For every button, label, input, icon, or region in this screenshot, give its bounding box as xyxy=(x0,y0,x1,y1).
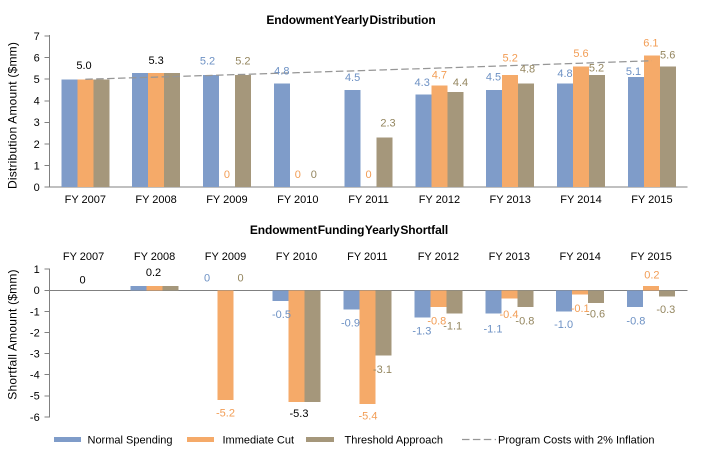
svg-text:5.6: 5.6 xyxy=(660,49,675,61)
svg-text:4.8: 4.8 xyxy=(274,66,289,78)
svg-text:1: 1 xyxy=(34,264,40,276)
svg-text:-4: -4 xyxy=(30,370,40,382)
svg-text:-0.5: -0.5 xyxy=(272,309,291,321)
svg-text:5.3: 5.3 xyxy=(148,55,163,67)
svg-text:2.3: 2.3 xyxy=(380,117,395,129)
svg-text:FY 2010: FY 2010 xyxy=(276,251,317,263)
svg-text:-5.4: -5.4 xyxy=(359,411,378,423)
svg-text:FY 2015: FY 2015 xyxy=(631,194,672,206)
svg-text:4.8: 4.8 xyxy=(557,68,572,80)
svg-text:FY 2008: FY 2008 xyxy=(135,194,176,206)
svg-text:-0.8: -0.8 xyxy=(427,316,446,328)
svg-text:-1.1: -1.1 xyxy=(443,321,462,333)
svg-text:-0.9: -0.9 xyxy=(341,317,360,329)
svg-text:-3: -3 xyxy=(30,349,40,361)
svg-text:0: 0 xyxy=(79,275,85,287)
svg-text:Endowment Yearly Distribution: Endowment Yearly Distribution xyxy=(266,13,435,27)
svg-text:2: 2 xyxy=(34,139,40,151)
svg-text:5.6: 5.6 xyxy=(573,48,588,60)
svg-text:5.0: 5.0 xyxy=(76,60,91,72)
svg-text:-1.1: -1.1 xyxy=(484,323,503,335)
svg-text:5.2: 5.2 xyxy=(589,62,604,74)
svg-text:-0.1: -0.1 xyxy=(571,303,590,315)
svg-text:0: 0 xyxy=(224,169,230,181)
svg-text:-5.2: -5.2 xyxy=(216,407,235,419)
svg-text:FY 2011: FY 2011 xyxy=(348,194,389,206)
svg-text:0: 0 xyxy=(34,182,40,194)
svg-text:1: 1 xyxy=(34,160,40,172)
svg-text:5: 5 xyxy=(34,74,40,86)
svg-text:-2: -2 xyxy=(30,327,40,339)
svg-text:5.2: 5.2 xyxy=(235,55,250,67)
svg-text:FY 2011: FY 2011 xyxy=(347,251,388,263)
svg-text:4.7: 4.7 xyxy=(432,69,447,81)
svg-text:Program Costs with 2% Inflatio: Program Costs with 2% Inflation xyxy=(498,435,655,447)
svg-text:FY 2007: FY 2007 xyxy=(63,251,104,263)
svg-text:0: 0 xyxy=(204,272,210,284)
svg-text:4.5: 4.5 xyxy=(486,71,501,83)
svg-text:Normal Spending: Normal Spending xyxy=(88,435,173,447)
svg-text:3: 3 xyxy=(34,117,40,129)
svg-text:Shortfall Amount ($mm): Shortfall Amount ($mm) xyxy=(6,269,20,399)
svg-text:FY 2012: FY 2012 xyxy=(419,194,460,206)
svg-text:FY 2009: FY 2009 xyxy=(206,194,247,206)
svg-text:FY 2010: FY 2010 xyxy=(277,194,318,206)
svg-text:0: 0 xyxy=(237,272,243,284)
svg-text:FY 2014: FY 2014 xyxy=(560,194,601,206)
svg-text:5.1: 5.1 xyxy=(626,66,641,78)
svg-text:Immediate Cut: Immediate Cut xyxy=(223,435,295,447)
svg-text:FY 2009: FY 2009 xyxy=(205,251,246,263)
svg-text:-1: -1 xyxy=(30,306,40,318)
svg-text:-0.4: -0.4 xyxy=(500,309,519,321)
svg-text:-0.8: -0.8 xyxy=(626,316,645,328)
svg-text:FY 2008: FY 2008 xyxy=(134,251,175,263)
svg-text:FY 2013: FY 2013 xyxy=(490,194,531,206)
svg-text:5.2: 5.2 xyxy=(200,55,215,67)
svg-text:-1.0: -1.0 xyxy=(554,319,573,331)
svg-text:0.2: 0.2 xyxy=(146,267,161,279)
svg-text:FY 2015: FY 2015 xyxy=(631,251,672,263)
svg-text:0.2: 0.2 xyxy=(644,270,659,282)
svg-text:-3.1: -3.1 xyxy=(373,364,392,376)
svg-text:4: 4 xyxy=(34,96,40,108)
svg-text:7: 7 xyxy=(34,31,40,43)
svg-text:4.5: 4.5 xyxy=(345,72,360,84)
svg-text:6: 6 xyxy=(34,53,40,65)
svg-text:Distribution Amount ($mm): Distribution Amount ($mm) xyxy=(6,42,20,189)
svg-text:6.1: 6.1 xyxy=(643,38,658,50)
svg-text:4.3: 4.3 xyxy=(415,77,430,89)
svg-text:0: 0 xyxy=(295,169,301,181)
svg-text:FY 2007: FY 2007 xyxy=(65,194,106,206)
svg-text:-0.6: -0.6 xyxy=(586,309,605,321)
svg-text:4.8: 4.8 xyxy=(520,63,535,75)
svg-text:-0.3: -0.3 xyxy=(656,304,675,316)
svg-text:-6: -6 xyxy=(30,412,40,424)
svg-text:FY 2012: FY 2012 xyxy=(418,251,459,263)
svg-text:-5.3: -5.3 xyxy=(290,408,309,420)
svg-text:5.2: 5.2 xyxy=(503,52,518,64)
svg-text:0: 0 xyxy=(311,169,317,181)
svg-text:4.4: 4.4 xyxy=(453,77,468,89)
svg-text:-5: -5 xyxy=(30,391,40,403)
svg-text:FY 2014: FY 2014 xyxy=(560,251,601,263)
svg-text:-0.8: -0.8 xyxy=(515,316,534,328)
svg-text:-1.3: -1.3 xyxy=(412,325,431,337)
svg-text:Endowment Funding Yearly Short: Endowment Funding Yearly Shortfall xyxy=(250,223,448,237)
svg-text:Threshold Approach: Threshold Approach xyxy=(345,435,443,447)
svg-text:0: 0 xyxy=(34,285,40,297)
svg-text:FY 2013: FY 2013 xyxy=(489,251,530,263)
svg-text:0: 0 xyxy=(366,169,372,181)
